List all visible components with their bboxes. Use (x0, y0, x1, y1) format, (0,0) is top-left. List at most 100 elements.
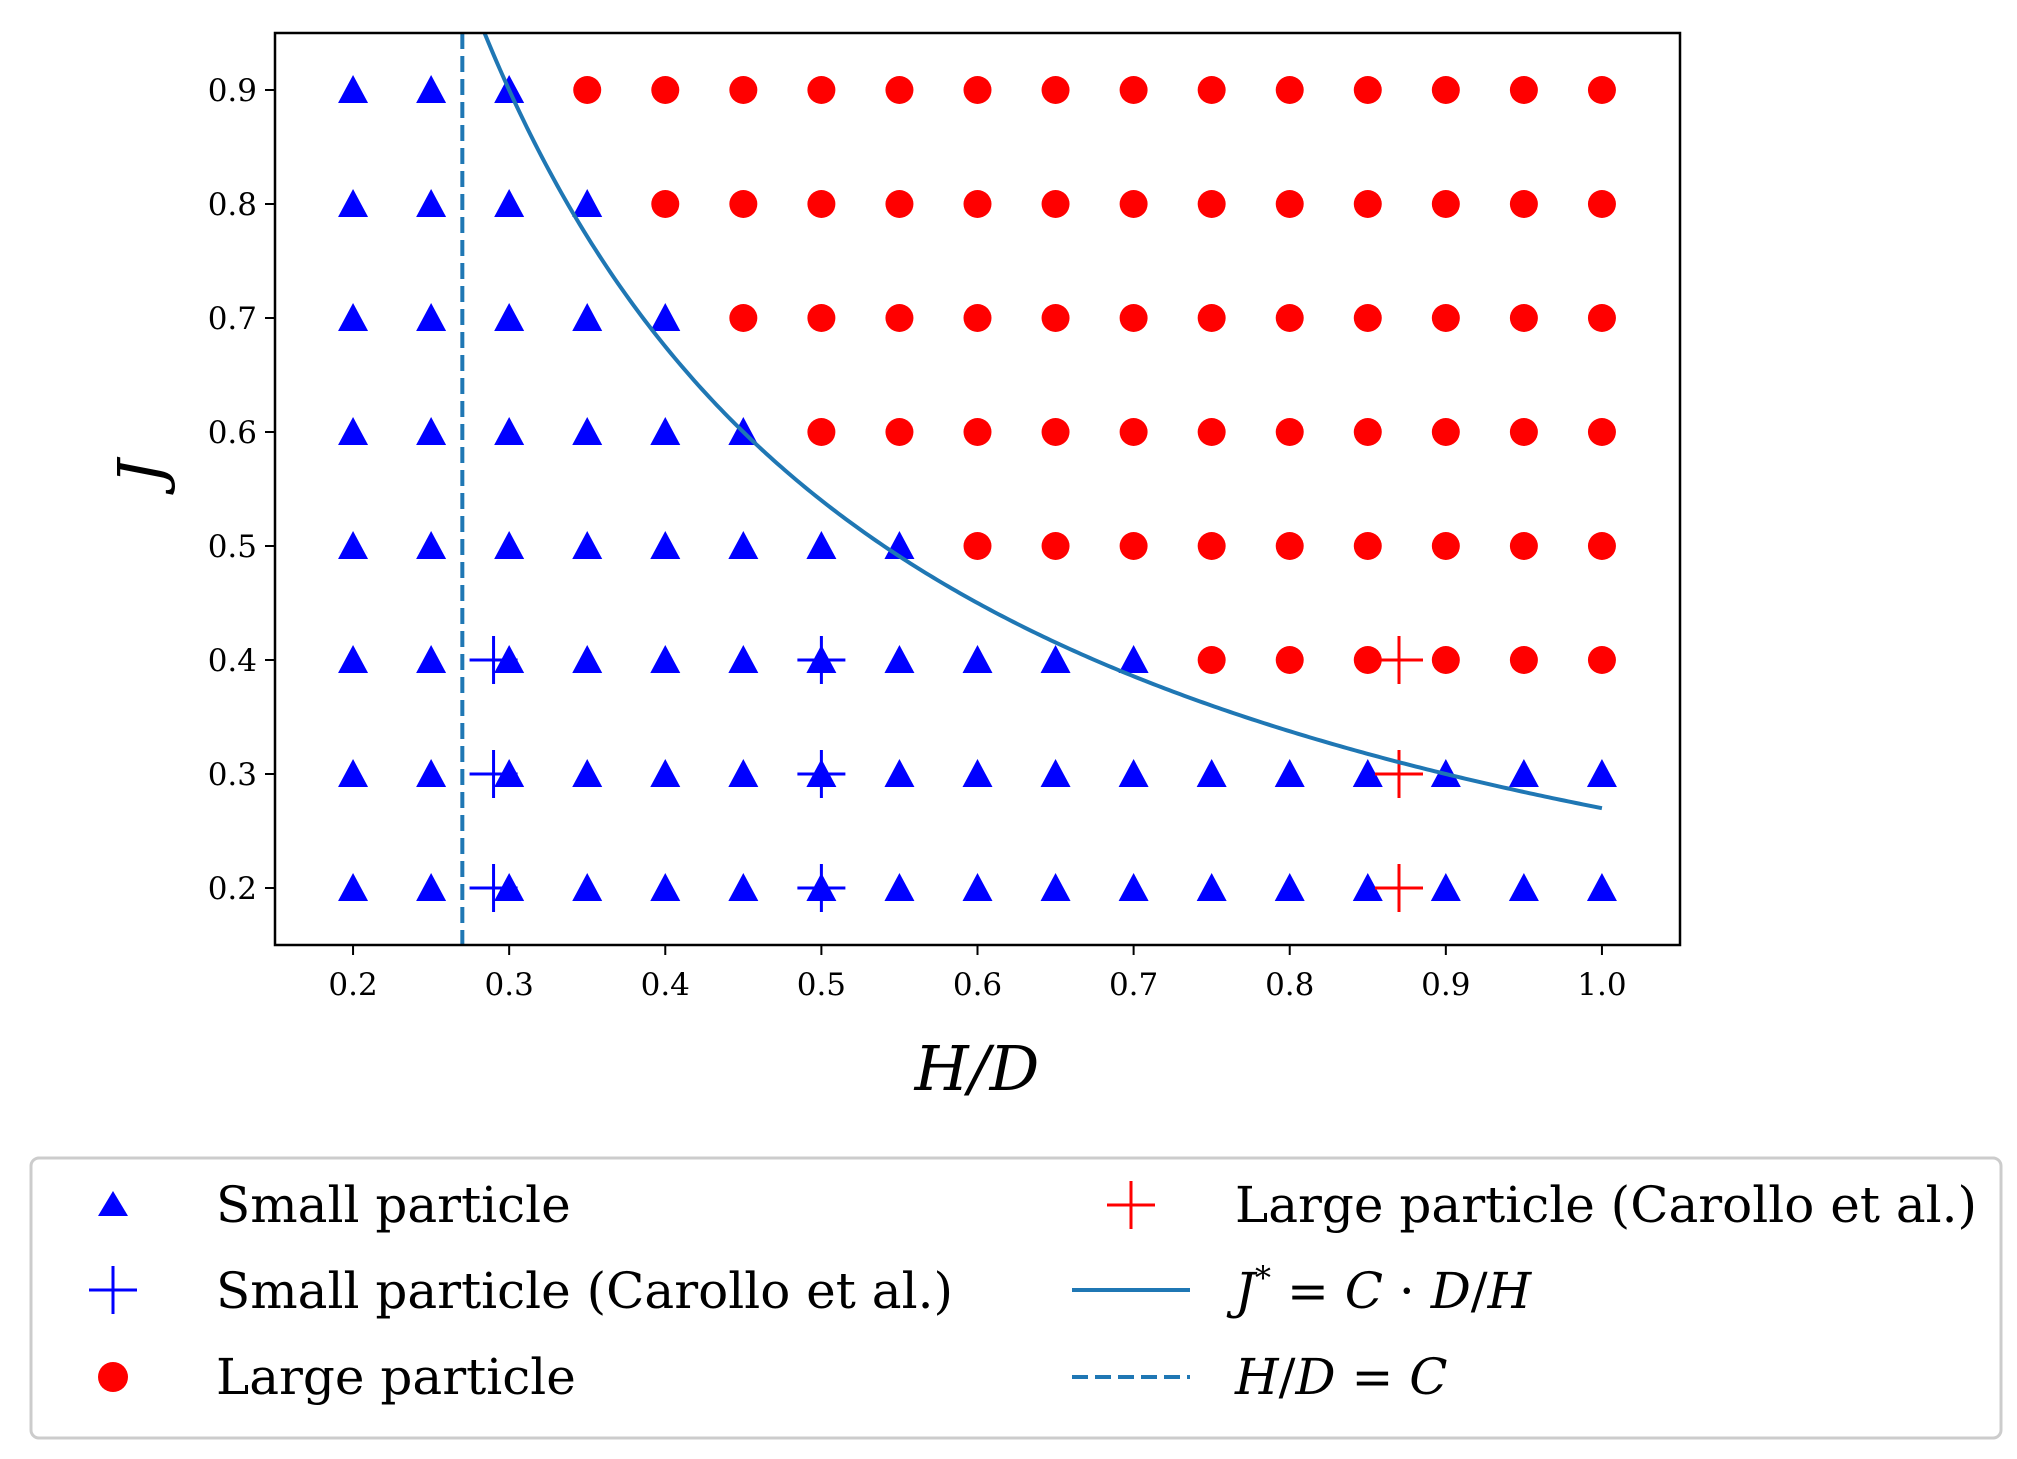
legend-marker-small-triangle (98, 1191, 128, 1216)
small-particle-point (494, 303, 525, 331)
large-particle-point (729, 304, 758, 332)
large-particle-point (1431, 532, 1460, 560)
small-carollo-point (469, 750, 518, 798)
large-particle-point (807, 418, 836, 446)
large-particle-point (1275, 304, 1304, 332)
small-particle-point (728, 873, 759, 901)
large-particle-point (1119, 190, 1148, 218)
small-particle-point (728, 645, 759, 673)
large-particle-point (1353, 532, 1382, 560)
large-particle-point (1353, 418, 1382, 446)
small-particle-point (416, 417, 447, 445)
small-particle-point (494, 189, 525, 217)
legend-label-large: Large particle (216, 1348, 576, 1406)
large-particle-point (1197, 190, 1226, 218)
large-particle-point (1587, 532, 1616, 560)
large-particle-point (1119, 418, 1148, 446)
small-particle-point (1508, 759, 1539, 787)
large-particle-point (1275, 190, 1304, 218)
large-particle-point (1587, 190, 1616, 218)
x-tick-label: 0.6 (953, 967, 1002, 1003)
x-tick-label: 0.2 (328, 967, 377, 1003)
large-particle-point (1119, 76, 1148, 104)
small-particle-point (1118, 759, 1149, 787)
large-particle-point (1041, 532, 1070, 560)
x-axis-label: H/D (914, 1032, 1040, 1105)
large-particle-point (963, 76, 992, 104)
y-tick-label: 0.2 (208, 871, 257, 907)
large-carollo-point (1375, 636, 1423, 684)
large-carollo-point (1375, 750, 1423, 798)
small-particle-point (962, 645, 993, 673)
large-particle-point (1353, 304, 1382, 332)
large-particle-point (963, 190, 992, 218)
x-tick-label: 0.8 (1265, 967, 1314, 1003)
small-particle-point (338, 75, 369, 103)
y-tick-label: 0.9 (208, 73, 257, 109)
small-particle-point (650, 531, 681, 559)
y-tick-label: 0.4 (208, 643, 257, 679)
legend-label-small-carollo: Small particle (Carollo et al.) (216, 1262, 953, 1320)
small-particle-point (1196, 759, 1227, 787)
x-tick-label: 0.5 (797, 967, 846, 1003)
small-carollo-point (797, 636, 846, 684)
large-particle-point (1041, 76, 1070, 104)
small-particle-point (650, 759, 681, 787)
small-particle-point (1118, 645, 1149, 673)
legend-marker-large-carollo-plus (1107, 1181, 1155, 1229)
small-particle-point (1196, 873, 1227, 901)
small-particle-point (1040, 873, 1071, 901)
small-particle-point (650, 303, 681, 331)
large-particle-point (1275, 532, 1304, 560)
legend-label-curve: J* = C · D/H (1226, 1259, 1533, 1320)
small-carollo-point (469, 636, 518, 684)
large-particle-point (1041, 304, 1070, 332)
y-tick-label: 0.8 (208, 187, 257, 223)
large-particle-point (1509, 532, 1538, 560)
legend-label-large-carollo: Large particle (Carollo et al.) (1235, 1176, 1977, 1234)
large-particle-point (1431, 646, 1460, 674)
legend-marker-small-carollo-plus (89, 1266, 137, 1314)
small-particle-point (728, 531, 759, 559)
small-particle-point (572, 759, 603, 787)
large-particle-point (1197, 418, 1226, 446)
small-particle-point (1040, 645, 1071, 673)
x-tick-label: 0.4 (641, 967, 690, 1003)
x-tick-label: 1.0 (1577, 967, 1626, 1003)
small-carollo-point (797, 864, 846, 912)
legend-box (29, 1156, 2003, 1440)
small-particle-point (338, 873, 369, 901)
large-particle-point (1275, 418, 1304, 446)
small-particle-point (416, 303, 447, 331)
large-particle-point (1587, 76, 1616, 104)
large-particle-point (729, 76, 758, 104)
large-particle-point (807, 190, 836, 218)
large-particle-point (1353, 646, 1382, 674)
small-particle-point (884, 645, 915, 673)
small-particle-point (1508, 873, 1539, 901)
large-particle-point (1509, 646, 1538, 674)
legend: Small particle Small particle (Carollo e… (29, 1156, 2003, 1440)
small-particle-point (1040, 759, 1071, 787)
legend-label-small: Small particle (216, 1176, 571, 1234)
large-carollo-point (1375, 864, 1423, 912)
large-particle-point (651, 190, 680, 218)
small-particle-point (1352, 759, 1383, 787)
small-particle-point (338, 531, 369, 559)
small-particle-point (416, 75, 447, 103)
small-particle-point (728, 759, 759, 787)
x-tick-label: 0.3 (485, 967, 534, 1003)
large-particle-point (963, 418, 992, 446)
legend-marker-large-circle (98, 1362, 128, 1392)
y-tick-label: 0.3 (208, 757, 257, 793)
small-particle-point (1430, 873, 1461, 901)
large-particle-point (807, 76, 836, 104)
large-particle-point (1197, 76, 1226, 104)
large-particle-point (1275, 646, 1304, 674)
large-particle-point (885, 418, 914, 446)
large-particle-point (1509, 190, 1538, 218)
large-particle-point (1041, 418, 1070, 446)
small-particle-point (1118, 873, 1149, 901)
large-particle-point (1275, 76, 1304, 104)
large-particle-point (651, 76, 680, 104)
